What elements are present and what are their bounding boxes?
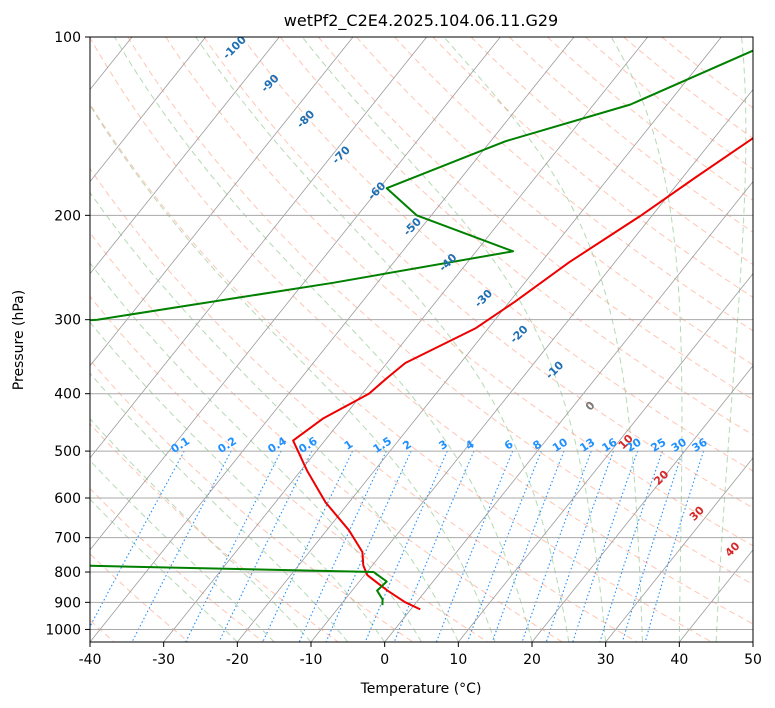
- y-tick-label: 500: [54, 444, 81, 460]
- moist-adiabat-line: [90, 418, 312, 642]
- isotherms: [90, 37, 753, 642]
- mixing-ratio-line: [185, 450, 282, 642]
- mixing-ratio-line: [435, 450, 514, 642]
- mixing-ratio-line: [298, 450, 387, 642]
- y-axis-label: Pressure (hPa): [11, 290, 27, 390]
- isotherm-line: [90, 37, 501, 551]
- dewpoint-profile-line: [90, 49, 753, 606]
- profile-lines: [90, 49, 753, 611]
- x-tick-label: 10: [449, 652, 467, 668]
- x-tick-label: 20: [523, 652, 541, 668]
- y-tick-label: 600: [54, 491, 81, 507]
- moist-adiabat-line: [715, 37, 747, 642]
- isotherm-line: [90, 37, 280, 275]
- dry-adiabat-line: [90, 487, 264, 642]
- isotherm-line: [458, 273, 753, 642]
- moist-adiabat-line: [90, 104, 496, 642]
- y-tick-label: 900: [54, 595, 81, 611]
- x-axis-ticks: -40 -30 -20 -10 0 10 20 30 40 50: [79, 642, 762, 668]
- isotherm-line: [384, 180, 753, 642]
- dry-adiabat-line: [90, 103, 712, 642]
- mixing-ratio-line: [466, 450, 542, 642]
- isotherm-line: [237, 37, 722, 642]
- temperature-profile-line: [292, 136, 753, 611]
- dry-adiabat-line: [90, 167, 638, 642]
- y-tick-label: 400: [54, 387, 81, 403]
- dry-adiabat-line: [394, 37, 753, 332]
- isotherm-line: [90, 37, 575, 642]
- chart-title: wetPf2_C2E4.2025.104.06.11.G29: [284, 11, 558, 31]
- x-axis-label: Temperature (°C): [360, 681, 482, 697]
- mixing-ratio-line: [218, 450, 313, 642]
- moist-adiabat-line: [195, 37, 570, 642]
- dry-adiabat-line: [127, 37, 753, 586]
- moist-adiabat-line: [90, 191, 459, 642]
- isotherm-line: [531, 365, 753, 642]
- moist-adiabat-line: [90, 498, 238, 642]
- x-tick-label: -40: [79, 652, 102, 668]
- y-tick-label: 800: [54, 565, 81, 581]
- isotherm-line: [163, 37, 648, 642]
- plot-frame: [89, 36, 754, 643]
- x-tick-label: 30: [597, 652, 615, 668]
- mixing-ratio-line: [599, 450, 663, 642]
- moist-adiabat-line: [90, 459, 275, 642]
- y-tick-label: 100: [54, 30, 81, 46]
- dry-adiabat-line: [203, 37, 753, 509]
- isotherm-line: [605, 457, 753, 642]
- mixing-ratio-line: [262, 450, 353, 642]
- moist-adiabat-line: [443, 37, 643, 642]
- mixing-ratio-line: [521, 450, 592, 642]
- y-tick-label: 200: [54, 208, 81, 224]
- mixing-ratio-line: [572, 450, 639, 642]
- dry-adiabat-line: [432, 37, 753, 298]
- x-tick-label: -30: [152, 652, 175, 668]
- dry-adiabat-line: [241, 37, 753, 472]
- isotherm-line: [90, 37, 354, 367]
- moist-adiabat-line: [90, 372, 349, 642]
- x-tick-label: 0: [380, 652, 389, 668]
- x-tick-label: -20: [226, 652, 249, 668]
- moist-adiabat-line: [90, 262, 422, 642]
- isotherm-line: [90, 37, 206, 183]
- dry-adiabat-line: [90, 423, 339, 642]
- y-axis-ticks: 100 200 300 400 500 600 700 800 900 1000: [45, 30, 90, 638]
- y-tick-label: 300: [54, 313, 81, 329]
- mixing-ratio-line: [90, 450, 185, 628]
- isotherm-line: [310, 88, 753, 642]
- dry-adiabat-line: [90, 231, 563, 642]
- isotherm-line: [90, 37, 427, 459]
- moist-adiabat-line: [301, 37, 607, 642]
- x-tick-label: -10: [300, 652, 323, 668]
- isobars: [90, 37, 753, 630]
- x-tick-label: 50: [744, 652, 762, 668]
- x-tick-label: 40: [670, 652, 688, 668]
- dry-adiabat-line: [90, 295, 488, 642]
- moist-adiabat-line: [114, 37, 533, 642]
- y-tick-label: 700: [54, 531, 81, 547]
- dry-adiabat-line: [90, 37, 753, 625]
- y-tick-label: 1000: [45, 622, 81, 638]
